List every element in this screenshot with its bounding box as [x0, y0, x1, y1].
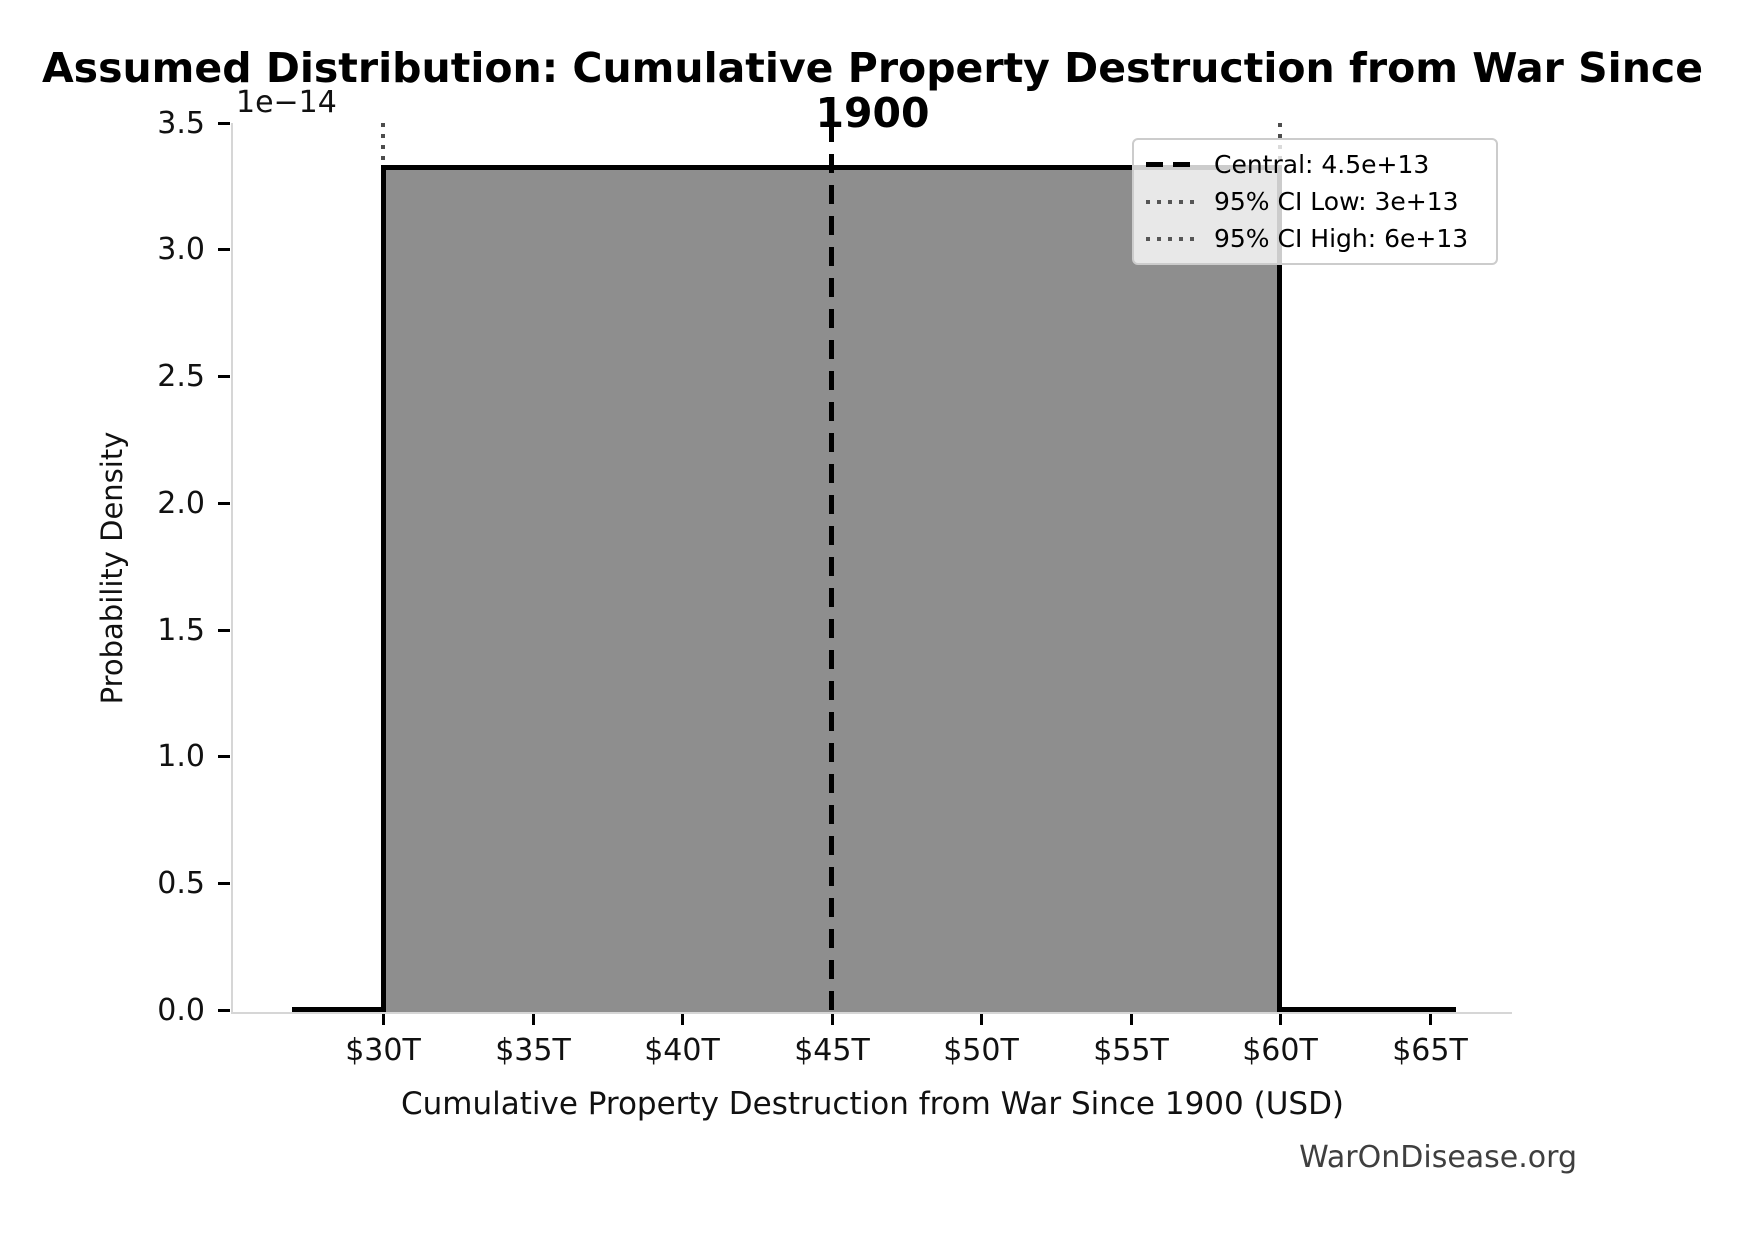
x-tick-label: $65T — [1392, 1033, 1468, 1068]
x-tick-mark — [1279, 1014, 1282, 1025]
legend-item-label: 95% CI High: 6e+13 — [1214, 224, 1469, 253]
x-tick-mark — [382, 1014, 385, 1025]
y-tick-label: 0.5 — [157, 866, 205, 901]
y-tick-mark — [218, 755, 230, 758]
x-tick-label: $30T — [345, 1033, 421, 1068]
y-axis-spine — [231, 123, 233, 1012]
x-axis-spine — [231, 1012, 1512, 1014]
x-tick-label: $50T — [943, 1033, 1019, 1068]
pdf-zero-line-right — [1281, 1007, 1456, 1012]
y-tick-label: 3.0 — [157, 232, 205, 267]
y-tick-label: 1.5 — [157, 613, 205, 648]
y-axis-scale-offset: 1e−14 — [236, 85, 337, 120]
chart-title: Assumed Distribution: Cumulative Propert… — [41, 44, 1704, 138]
x-tick-mark — [831, 1014, 834, 1025]
central-vline-dashed — [829, 123, 834, 1012]
y-tick-label: 2.5 — [157, 359, 205, 394]
y-tick-mark — [218, 375, 230, 378]
y-tick-label: 2.0 — [157, 486, 205, 521]
watermark-text: WarOnDisease.org — [1299, 1140, 1577, 1175]
x-tick-label: $45T — [794, 1033, 870, 1068]
x-axis-label: Cumulative Property Destruction from War… — [400, 1086, 1345, 1122]
legend-item: 95% CI Low: 3e+13 — [1146, 183, 1484, 220]
y-tick-mark — [218, 502, 230, 505]
x-tick-mark — [980, 1014, 983, 1025]
x-tick-mark — [1429, 1014, 1432, 1025]
y-tick-label: 1.0 — [157, 739, 205, 774]
legend-item: Central: 4.5e+13 — [1146, 146, 1484, 183]
y-tick-mark — [218, 882, 230, 885]
x-tick-label: $60T — [1242, 1033, 1318, 1068]
plot-area: 0.0 0.5 1.0 1.5 2.0 2.5 3.0 3.5 $30T $35… — [157, 109, 1512, 1066]
legend: Central: 4.5e+13 95% CI Low: 3e+13 95% C… — [1132, 138, 1498, 265]
y-axis-label: Probability Density — [95, 431, 129, 705]
x-tick-mark — [1130, 1014, 1133, 1025]
y-tick-label: 3.5 — [157, 106, 205, 141]
legend-item: 95% CI High: 6e+13 — [1146, 220, 1484, 257]
x-tick-label: $55T — [1093, 1033, 1169, 1068]
y-tick-mark — [218, 122, 230, 125]
legend-dashed-line-sample — [1146, 162, 1194, 167]
legend-dotted-line-sample — [1146, 199, 1194, 204]
legend-dotted-line-sample — [1146, 236, 1194, 241]
y-tick-mark — [218, 1009, 230, 1012]
y-tick-mark — [218, 629, 230, 632]
x-tick-mark — [681, 1014, 684, 1025]
x-tick-label: $35T — [495, 1033, 571, 1068]
y-tick-mark — [218, 248, 230, 251]
legend-item-label: Central: 4.5e+13 — [1214, 150, 1430, 179]
x-tick-label: $40T — [644, 1033, 720, 1068]
x-tick-mark — [532, 1014, 535, 1025]
y-tick-label: 0.0 — [157, 993, 205, 1028]
legend-item-label: 95% CI Low: 3e+13 — [1214, 187, 1459, 216]
pdf-zero-line-left — [292, 1007, 382, 1012]
